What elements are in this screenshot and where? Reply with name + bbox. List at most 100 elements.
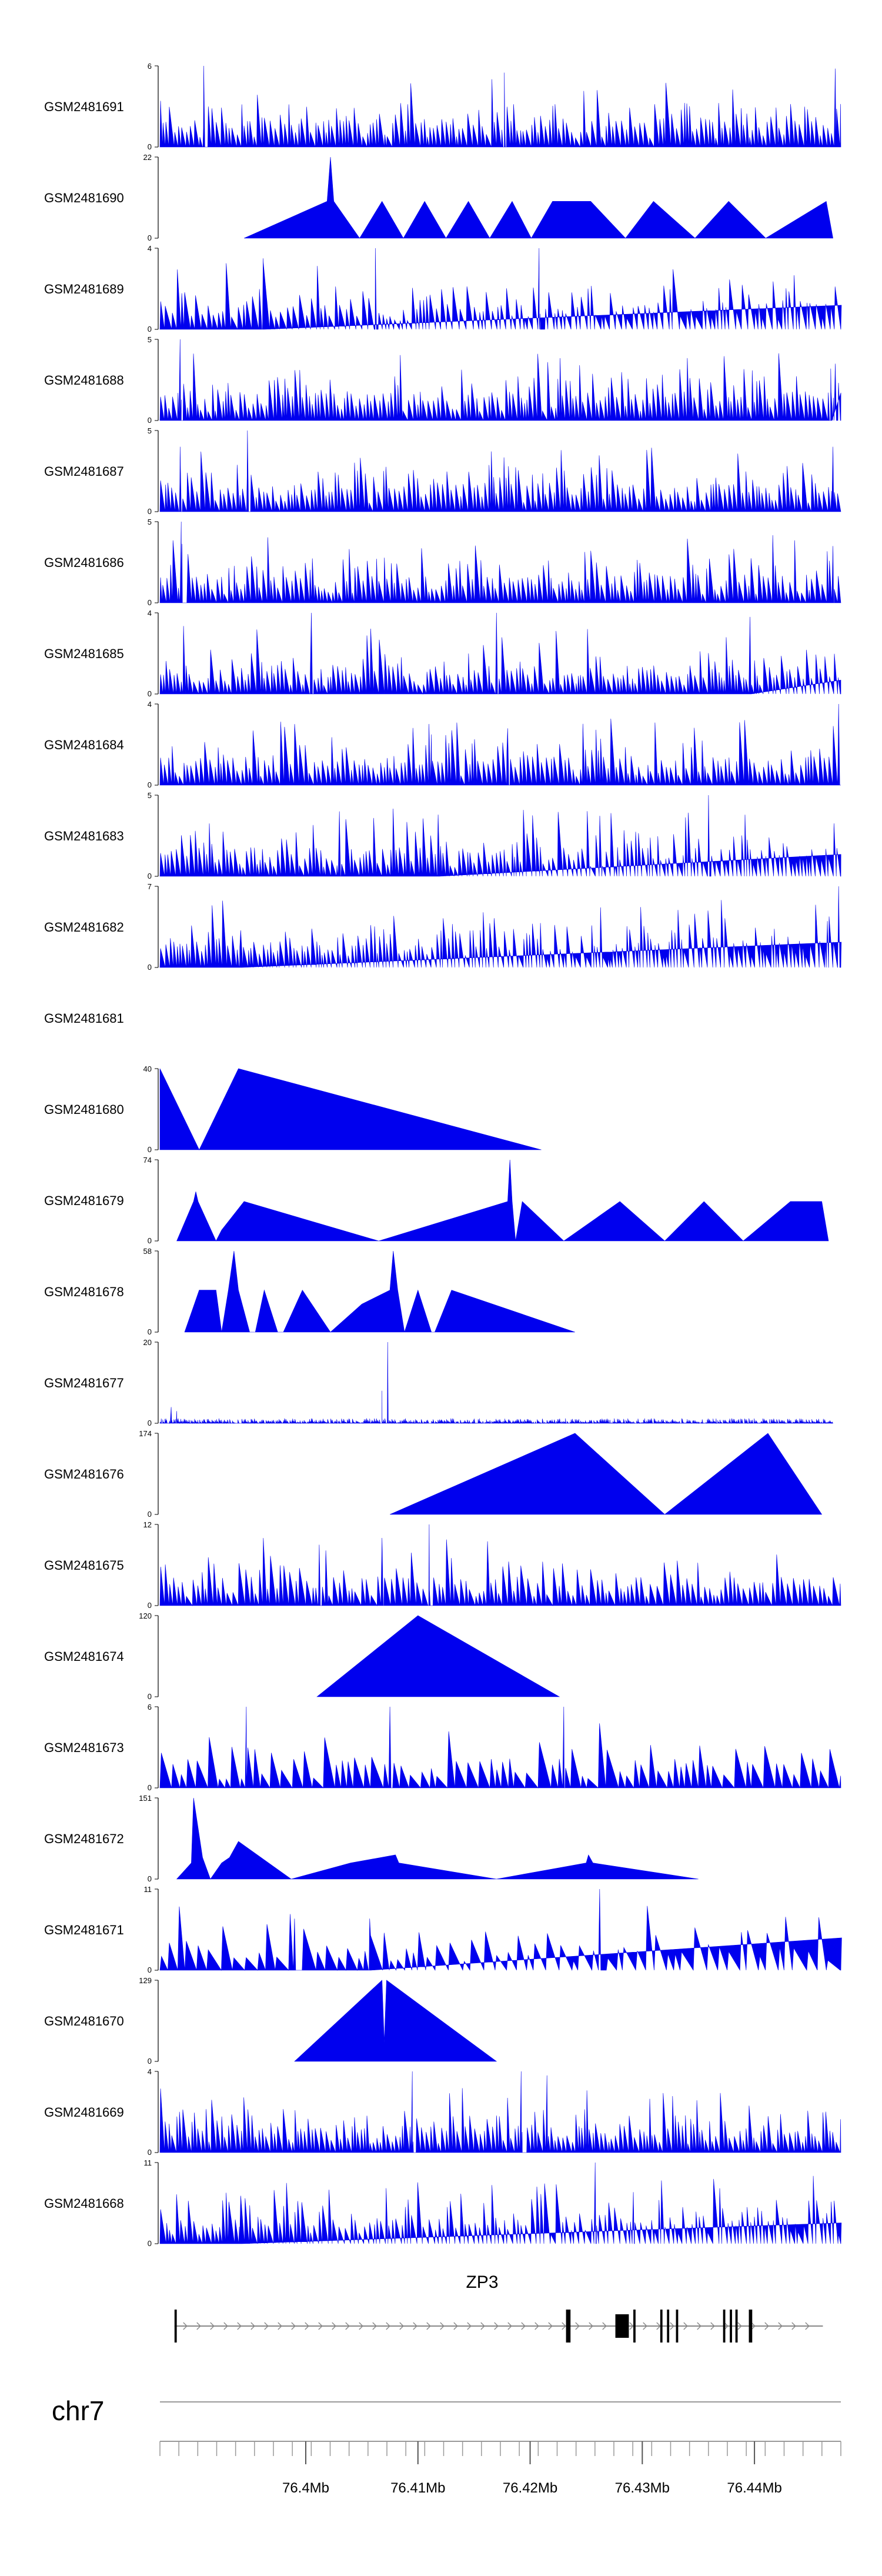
y-tick-label-max: 7 xyxy=(148,882,152,891)
track-label: GSM2481672 xyxy=(44,1831,124,1846)
coverage-area xyxy=(159,1888,842,1971)
strand-arrow xyxy=(697,2322,701,2330)
strand-arrow xyxy=(589,2322,593,2330)
coverage-area xyxy=(159,703,841,786)
chromosome-label: chr7 xyxy=(52,2395,104,2426)
strand-arrow xyxy=(751,2322,756,2330)
strand-arrow xyxy=(494,2322,499,2330)
track-GSM2481673: GSM2481673 6 0 xyxy=(44,1703,841,1792)
y-tick-label-min: 0 xyxy=(148,1327,152,1336)
y-tick-label-min: 0 xyxy=(148,1601,152,1610)
coverage-area xyxy=(389,1433,823,1515)
track-GSM2481677: GSM2481677 20 0 xyxy=(44,1338,834,1427)
strand-arrow xyxy=(223,2322,228,2330)
strand-arrow xyxy=(710,2322,715,2330)
y-tick-label-min: 0 xyxy=(148,1966,152,1974)
gene-name: ZP3 xyxy=(466,2273,498,2292)
coverage-area xyxy=(159,521,841,603)
y-tick-label-min: 0 xyxy=(148,1783,152,1792)
y-tick-label-max: 12 xyxy=(143,1520,152,1529)
strand-arrow xyxy=(534,2322,539,2330)
track-GSM2481686: GSM2481686 5 0 xyxy=(44,518,841,607)
track-label: GSM2481680 xyxy=(44,1102,124,1117)
y-tick-label-max: 4 xyxy=(148,609,152,618)
strand-arrow xyxy=(332,2322,336,2330)
y-tick-label-max: 151 xyxy=(139,1794,152,1803)
strand-arrow xyxy=(805,2322,810,2330)
exon xyxy=(633,2310,636,2343)
track-label: GSM2481668 xyxy=(44,2196,124,2211)
strand-arrow xyxy=(196,2322,201,2330)
exon xyxy=(735,2310,738,2343)
strand-arrow xyxy=(656,2322,661,2330)
strand-arrow xyxy=(372,2322,377,2330)
track-GSM2481668: GSM2481668 11 0 xyxy=(44,2158,842,2248)
track-GSM2481687: GSM2481687 5 0 xyxy=(44,426,841,516)
track-label: GSM2481689 xyxy=(44,282,124,296)
strand-arrow xyxy=(318,2322,323,2330)
coverage-area xyxy=(316,1615,560,1697)
y-tick-label-max: 4 xyxy=(148,700,152,709)
exon xyxy=(660,2310,663,2343)
y-tick-label-min: 0 xyxy=(148,963,152,972)
coverage-tracks: GSM248169160GSM2481690220GSM248168940GSM… xyxy=(44,62,842,2248)
track-label: GSM2481671 xyxy=(44,1923,124,1937)
coverage-area xyxy=(184,1250,575,1333)
x-tick-label: 76.43Mb xyxy=(615,2480,670,2496)
strand-arrow xyxy=(305,2322,309,2330)
strand-arrow xyxy=(440,2322,445,2330)
coverage-area xyxy=(176,1159,829,1242)
strand-arrow xyxy=(413,2322,417,2330)
coverage-area xyxy=(159,2162,842,2244)
y-tick-label-min: 0 xyxy=(148,1145,152,1154)
track-label: GSM2481675 xyxy=(44,1558,124,1573)
y-tick-label-min: 0 xyxy=(148,2239,152,2248)
track-label: GSM2481688 xyxy=(44,373,124,388)
strand-arrow xyxy=(683,2322,688,2330)
strand-arrow xyxy=(345,2322,350,2330)
x-tick-label: 76.44Mb xyxy=(727,2480,781,2496)
y-tick-label-min: 0 xyxy=(148,233,152,242)
strand-arrow xyxy=(210,2322,215,2330)
strand-arrow xyxy=(670,2322,674,2330)
track-GSM2481671: GSM2481671 11 0 xyxy=(44,1885,842,1974)
track-GSM2481681: GSM2481681 xyxy=(44,1011,124,1026)
y-tick-label-max: 5 xyxy=(148,518,152,526)
track-label: GSM2481690 xyxy=(44,191,124,205)
y-tick-label-min: 0 xyxy=(148,1692,152,1701)
track-GSM2481672: GSM2481672 151 0 xyxy=(44,1794,699,1883)
coverage-area xyxy=(159,795,841,877)
y-tick-label-max: 4 xyxy=(148,244,152,253)
y-tick-label-min: 0 xyxy=(148,325,152,333)
coverage-area xyxy=(159,1342,834,1424)
strand-arrow xyxy=(507,2322,512,2330)
coverage-area xyxy=(159,65,841,148)
y-tick-label-max: 40 xyxy=(143,1065,152,1073)
coverage-area xyxy=(159,1068,542,1150)
track-GSM2481680: GSM2481680 40 0 xyxy=(44,1065,542,1154)
track-GSM2481674: GSM2481674 120 0 xyxy=(44,1611,560,1701)
strand-arrow xyxy=(521,2322,526,2330)
y-tick-label-min: 0 xyxy=(148,598,152,607)
strand-arrow xyxy=(453,2322,458,2330)
y-tick-label-max: 6 xyxy=(148,1703,152,1711)
strand-arrow xyxy=(724,2322,729,2330)
y-tick-label-min: 0 xyxy=(148,780,152,789)
y-tick-label-max: 5 xyxy=(148,791,152,800)
y-tick-label-max: 58 xyxy=(143,1247,152,1256)
strand-arrow xyxy=(467,2322,472,2330)
x-tick-label: 76.42Mb xyxy=(503,2480,557,2496)
coverage-area xyxy=(159,430,841,512)
track-label: GSM2481687 xyxy=(44,464,124,479)
track-label: GSM2481670 xyxy=(44,2014,124,2028)
coverage-area xyxy=(159,2071,841,2153)
track-label: GSM2481678 xyxy=(44,1284,124,1299)
track-label: GSM2481673 xyxy=(44,1740,124,1755)
y-tick-label-min: 0 xyxy=(148,507,152,516)
strand-arrow xyxy=(183,2322,188,2330)
exon xyxy=(667,2310,670,2343)
strand-arrow xyxy=(791,2322,796,2330)
strand-arrow xyxy=(602,2322,607,2330)
x-tick-label: 76.41Mb xyxy=(390,2480,445,2496)
y-tick-label-min: 0 xyxy=(148,142,152,151)
